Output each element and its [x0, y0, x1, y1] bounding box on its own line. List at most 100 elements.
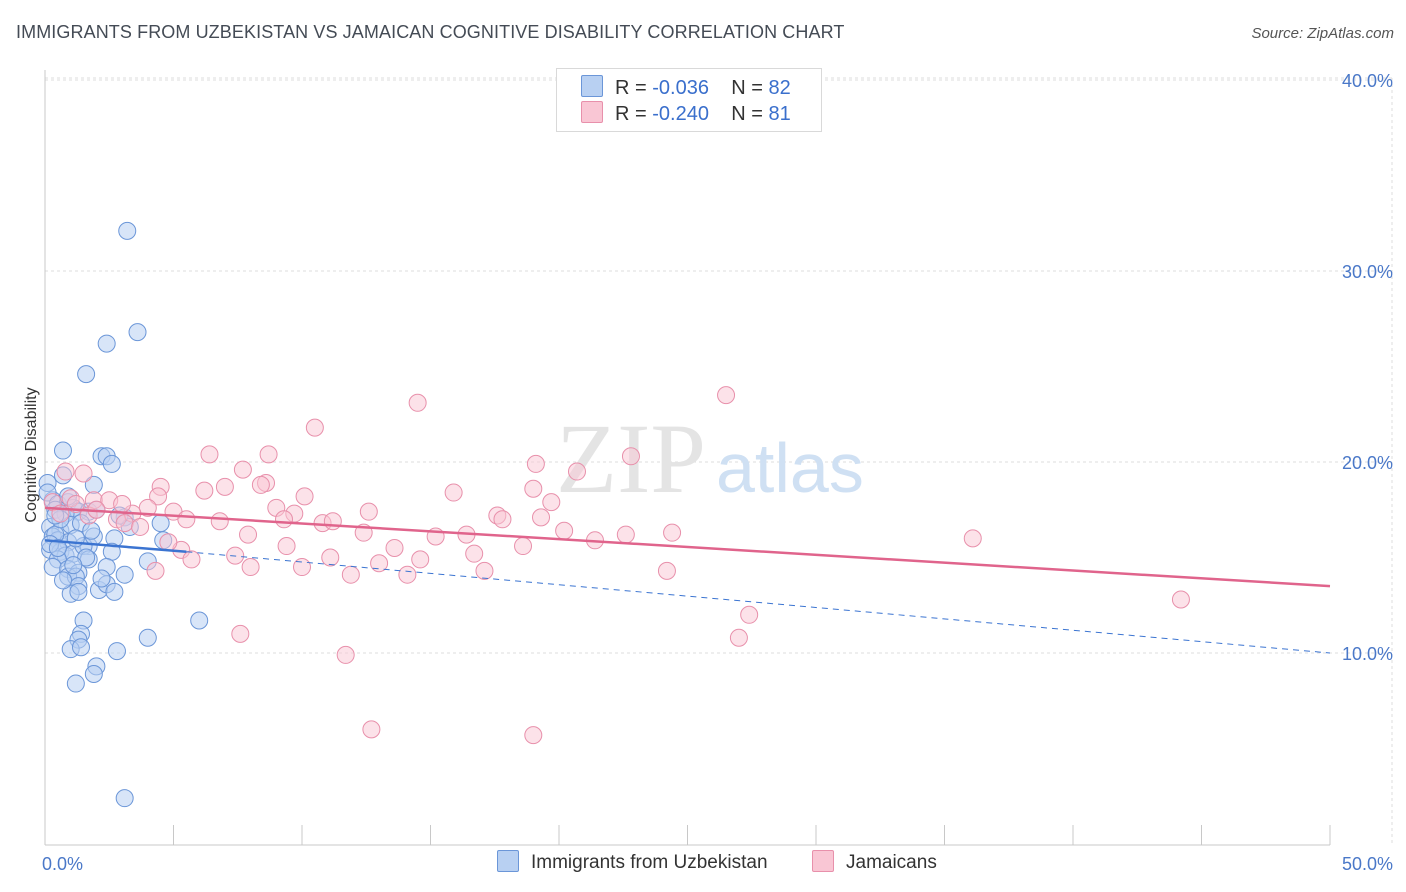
y-axis-label: Cognitive Disability [23, 387, 40, 522]
legend-r-label: R = [615, 77, 647, 99]
legend-row-uzbekistan: R = -0.036 N = 82 [581, 75, 791, 101]
series-jamaicans-points [43, 386, 1190, 745]
data-point-uzbekistan [190, 611, 209, 630]
legend-n-value: 81 [768, 103, 791, 125]
data-point-jamaicans [526, 454, 545, 473]
data-point-jamaicans [56, 462, 75, 481]
axes [44, 70, 1331, 846]
source-note: Source: ZipAtlas.com [1251, 25, 1394, 42]
legend-n-label: N = [731, 103, 763, 125]
data-point-jamaicans [277, 537, 296, 556]
trend-line-uzbekistan [44, 539, 187, 554]
data-point-uzbekistan [105, 582, 124, 601]
data-point-uzbekistan [115, 789, 134, 808]
legend-r-value: -0.036 [652, 77, 709, 99]
data-point-uzbekistan [82, 521, 101, 540]
legend-label: Jamaicans [846, 852, 937, 873]
legend-row-jamaicans: R = -0.240 N = 81 [581, 101, 791, 127]
data-point-uzbekistan [118, 221, 137, 240]
data-point-jamaicans [293, 558, 311, 577]
legend-n-value: 82 [768, 77, 791, 99]
data-point-jamaicans [532, 508, 551, 527]
data-point-jamaicans [251, 475, 270, 494]
correlation-legend: R = -0.036 N = 82 R = -0.240 N = 81 [556, 68, 822, 132]
data-point-uzbekistan [128, 323, 147, 342]
data-point-jamaicans [182, 550, 201, 569]
data-point-jamaicans [493, 510, 512, 529]
tick-labels: 10.0% 20.0% 30.0% 40.0% 0.0% 50.0% [42, 71, 1393, 874]
data-point-jamaicans [226, 546, 245, 565]
trend-lines [44, 506, 1331, 654]
watermark-atlas: atlas [716, 429, 864, 507]
data-point-jamaicans [295, 487, 314, 506]
data-point-jamaicans [729, 628, 748, 647]
data-point-jamaicans [542, 493, 561, 512]
data-point-jamaicans [275, 510, 294, 529]
legend-n-label: N = [731, 77, 763, 99]
legend-item-jamaicans: Jamaicans [812, 850, 937, 874]
data-point-jamaicans [195, 481, 214, 500]
data-point-uzbekistan [138, 628, 157, 647]
x-tick-label: 50.0% [1342, 854, 1393, 874]
data-point-uzbekistan [48, 538, 67, 557]
data-point-jamaicans [657, 561, 676, 580]
data-point-jamaicans [514, 537, 533, 556]
y-tick-label: 40.0% [1342, 71, 1393, 91]
data-point-jamaicans [131, 517, 150, 536]
data-point-jamaicans [717, 386, 736, 405]
data-point-uzbekistan [107, 642, 126, 661]
data-point-jamaicans [385, 538, 404, 557]
data-point-jamaicans [621, 447, 640, 466]
data-point-jamaicans [359, 502, 378, 521]
data-point-uzbekistan [71, 638, 90, 657]
data-point-jamaicans [1171, 590, 1190, 609]
y-tick-label: 20.0% [1342, 453, 1393, 473]
data-point-uzbekistan [66, 674, 85, 693]
legend-item-uzbekistan: Immigrants from Uzbekistan [497, 850, 768, 874]
data-point-jamaicans [177, 510, 196, 529]
data-point-jamaicans [465, 544, 484, 563]
data-point-uzbekistan [64, 556, 83, 575]
legend-swatch-blue [497, 850, 519, 872]
data-point-jamaicans [215, 477, 234, 496]
data-point-jamaicans [233, 460, 252, 479]
trend-line-uzbekistan-dashed [186, 551, 1331, 654]
data-point-jamaicans [411, 550, 430, 569]
y-tick-label: 30.0% [1342, 262, 1393, 282]
data-point-jamaicans [231, 624, 250, 643]
data-point-uzbekistan [115, 565, 134, 584]
data-point-jamaicans [963, 529, 982, 548]
data-point-jamaicans [567, 462, 586, 481]
legend-swatch-blue [581, 75, 603, 97]
data-point-uzbekistan [92, 569, 111, 588]
data-point-jamaicans [370, 554, 389, 573]
data-point-jamaicans [475, 561, 494, 580]
data-point-jamaicans [323, 512, 342, 531]
data-point-jamaicans [524, 726, 543, 745]
data-point-jamaicans [149, 487, 168, 506]
data-point-uzbekistan [77, 365, 96, 384]
data-point-uzbekistan [53, 571, 72, 590]
data-point-uzbekistan [97, 334, 116, 353]
data-point-uzbekistan [102, 454, 121, 473]
data-point-jamaicans [444, 483, 463, 502]
data-point-jamaicans [555, 521, 574, 540]
data-point-jamaicans [259, 445, 278, 464]
data-point-jamaicans [200, 445, 219, 464]
data-point-jamaicans [113, 495, 132, 514]
data-point-jamaicans [740, 605, 759, 624]
y-tick-label: 10.0% [1342, 644, 1393, 664]
trend-line-jamaicans [44, 506, 1331, 588]
data-point-jamaicans [524, 479, 543, 498]
legend-swatch-pink [812, 850, 834, 872]
data-point-jamaicans [74, 464, 93, 483]
legend-r-value: -0.240 [652, 103, 709, 125]
legend-swatch-pink [581, 101, 603, 123]
legend-r-label: R = [615, 103, 647, 125]
legend-label: Immigrants from Uzbekistan [531, 852, 768, 873]
data-point-jamaicans [663, 523, 682, 542]
data-point-jamaicans [159, 533, 178, 552]
data-point-jamaicans [241, 558, 260, 577]
x-tick-label: 0.0% [42, 854, 83, 874]
